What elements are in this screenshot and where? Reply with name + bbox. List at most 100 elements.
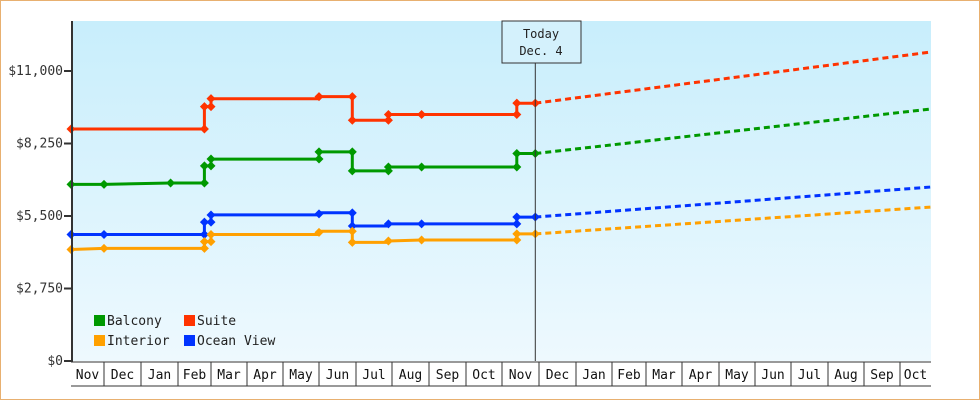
y-tick-label: $5,500: [16, 209, 63, 224]
projection-lines: [535, 50, 932, 236]
data-point[interactable]: [314, 209, 324, 219]
y-tick-label: $2,750: [16, 282, 63, 297]
data-point[interactable]: [166, 178, 176, 188]
legend-swatch: [94, 335, 105, 346]
x-tick-label: Jan: [582, 368, 605, 383]
data-point-markers: [66, 92, 540, 254]
today-label: Today Dec. 4: [501, 20, 582, 64]
projection-line-balcony: [535, 107, 932, 156]
data-point[interactable]: [347, 147, 357, 157]
data-point[interactable]: [199, 178, 209, 188]
legend-label: Ocean View: [197, 334, 275, 349]
data-point[interactable]: [347, 208, 357, 218]
data-point[interactable]: [206, 161, 216, 171]
legend-swatch: [94, 315, 105, 326]
data-point[interactable]: [417, 162, 427, 172]
data-point[interactable]: [199, 243, 209, 253]
legend-label: Interior: [107, 334, 170, 349]
data-point[interactable]: [347, 221, 357, 231]
data-point[interactable]: [99, 179, 109, 189]
x-tick-label: Nov: [76, 368, 100, 383]
x-tick-label: Jan: [148, 368, 171, 383]
data-point[interactable]: [383, 162, 393, 172]
x-tick-label: Mar: [652, 368, 676, 383]
data-point[interactable]: [417, 110, 427, 119]
y-tick-label: $11,000: [8, 64, 63, 79]
data-point[interactable]: [99, 229, 109, 239]
data-point[interactable]: [206, 237, 216, 247]
x-tick-label: Oct: [904, 368, 927, 383]
legend-label: Suite: [197, 314, 236, 329]
x-tick-label: Dec: [111, 368, 134, 383]
x-tick-label: Mar: [217, 368, 241, 383]
x-axis-month-labels: Nov Dec Jan Feb Mar Apr May Jun Jul Aug Sep Oct Nov D…: [71, 361, 931, 387]
data-point[interactable]: [314, 154, 324, 164]
data-point[interactable]: [206, 102, 216, 112]
x-tick-label: May: [289, 368, 313, 383]
x-tick-label: Feb: [183, 368, 207, 383]
data-point[interactable]: [512, 98, 522, 108]
data-point[interactable]: [347, 226, 357, 236]
legend-swatch: [184, 315, 195, 326]
x-tick-label: Feb: [617, 368, 641, 383]
data-point[interactable]: [314, 227, 324, 237]
data-point[interactable]: [199, 161, 209, 171]
data-point[interactable]: [199, 229, 209, 239]
data-point[interactable]: [206, 210, 216, 220]
x-tick-label: Aug: [834, 368, 857, 383]
x-tick-label: Sep: [870, 368, 894, 383]
data-point[interactable]: [417, 235, 427, 245]
data-point[interactable]: [512, 162, 522, 172]
x-tick-label: Apr: [253, 368, 277, 383]
x-tick-label: Aug: [399, 368, 422, 383]
x-tick-label: Jul: [798, 368, 821, 383]
data-point[interactable]: [206, 94, 216, 104]
x-tick-label: Oct: [472, 368, 495, 383]
data-point[interactable]: [512, 212, 522, 222]
data-point[interactable]: [512, 149, 522, 159]
y-tick-label: $8,250: [16, 137, 63, 152]
data-point[interactable]: [199, 124, 209, 134]
data-point[interactable]: [512, 219, 522, 229]
projection-line-interior: [535, 205, 932, 236]
data-point[interactable]: [206, 154, 216, 164]
x-tick-label: Jun: [326, 368, 349, 383]
data-point[interactable]: [99, 243, 109, 253]
data-point[interactable]: [383, 110, 393, 119]
today-label-line2: Dec. 4: [519, 44, 562, 58]
data-point[interactable]: [417, 219, 427, 229]
data-point[interactable]: [314, 92, 324, 102]
today-label-line1: Today: [523, 27, 559, 41]
data-point[interactable]: [347, 115, 357, 125]
legend-label: Balcony: [107, 314, 162, 329]
data-point[interactable]: [199, 217, 209, 227]
data-point[interactable]: [347, 237, 357, 247]
data-point[interactable]: [512, 110, 522, 119]
data-point[interactable]: [314, 147, 324, 157]
legend-swatch: [184, 335, 195, 346]
y-tick-label: $0: [47, 354, 63, 369]
data-point[interactable]: [206, 217, 216, 227]
data-point[interactable]: [512, 235, 522, 245]
data-point[interactable]: [347, 166, 357, 176]
data-point[interactable]: [199, 102, 209, 112]
data-point[interactable]: [383, 219, 393, 229]
y-axis-ticks: $0 $2,750 $5,500 $8,250 $11,000: [8, 64, 72, 369]
legend: Balcony Suite Interior Ocean View: [94, 314, 275, 349]
x-tick-label: Apr: [689, 368, 713, 383]
data-point[interactable]: [206, 229, 216, 239]
projection-line-ocean-view: [535, 185, 932, 219]
data-point[interactable]: [383, 236, 393, 246]
x-tick-label: May: [725, 368, 749, 383]
data-point[interactable]: [383, 115, 393, 125]
x-tick-label: Jun: [761, 368, 784, 383]
data-point[interactable]: [199, 237, 209, 247]
x-tick-label: Sep: [436, 368, 460, 383]
data-point[interactable]: [512, 229, 522, 239]
x-tick-label: Nov: [509, 368, 533, 383]
series-line-ocean-view: [71, 211, 536, 236]
plot-area: [72, 21, 931, 361]
x-tick-label: Dec: [546, 368, 569, 383]
data-point[interactable]: [347, 92, 357, 102]
